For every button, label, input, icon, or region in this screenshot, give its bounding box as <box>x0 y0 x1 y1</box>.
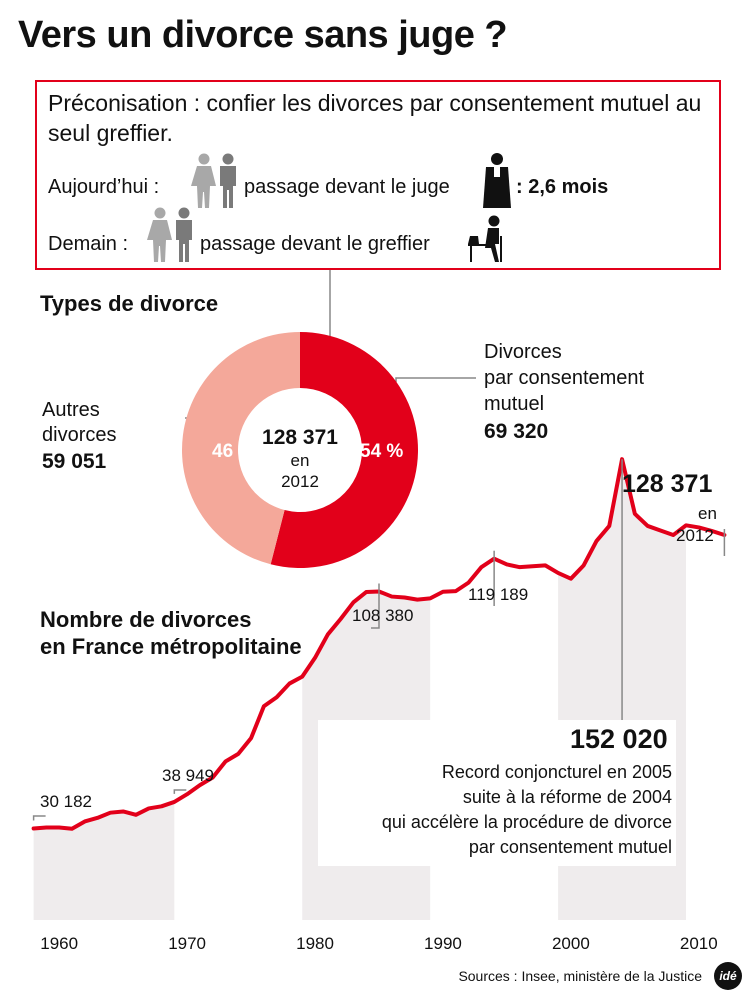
line-title-line2: en France métropolitaine <box>40 634 302 659</box>
annot-1969: 38 949 <box>162 766 214 785</box>
annot-2004-note-line4: par consentement mutuel <box>468 837 672 857</box>
annot-2012-value: 128 371 <box>622 470 713 498</box>
recommendation-text: Préconisation : confier les divorces par… <box>48 90 702 146</box>
line-title-line1: Nombre de divorces <box>40 607 252 632</box>
pie-slice-autres <box>182 332 300 565</box>
annot-2004-note-line3: qui accélère la procédure de divorce <box>381 812 672 832</box>
pie-center-sub1: en <box>291 451 310 470</box>
leader-1958 <box>32 815 46 821</box>
annot-1994: 119 189 <box>468 585 529 604</box>
x-tick-label-1960: 1960 <box>40 934 78 953</box>
consent-label-line3: mutuel <box>484 393 545 415</box>
leader-1985 <box>371 583 380 629</box>
clerk-at-desk-icon <box>468 215 502 262</box>
consent-label-line1: Divorces <box>484 341 562 363</box>
pie-center-value: 128 371 <box>262 426 338 449</box>
x-tick-label-2000: 2000 <box>552 934 590 953</box>
today-label: Aujourd’hui : <box>48 176 160 198</box>
pie-percent-autres: 46 % <box>212 441 255 462</box>
pie-title: Types de divorce <box>40 291 219 316</box>
x-tick-label-1980: 1980 <box>296 934 334 953</box>
pie-center-sub2: 2012 <box>281 472 319 491</box>
couple-icon <box>191 153 236 208</box>
annot-2012-sub1: en <box>698 504 717 523</box>
source-note: Sources : Insee, ministère de la Justice <box>458 968 702 984</box>
consent-label-line2: par consentement <box>484 367 645 389</box>
pie-slice-consent <box>270 332 419 568</box>
today-text: passage devant le juge <box>244 176 450 198</box>
autres-label-line2: divorces <box>42 424 117 446</box>
annot-1958: 30 182 <box>40 792 92 811</box>
annot-2004-note-line2: suite à la réforme de 2004 <box>462 787 672 807</box>
x-tick-label-1970: 1970 <box>168 934 206 953</box>
consent-value: 69 320 <box>484 420 549 443</box>
consent-leader-line <box>395 377 476 382</box>
tomorrow-text: passage devant le greffier <box>200 233 430 255</box>
judge-icon <box>483 153 511 208</box>
autres-label-line1: Autres <box>42 399 100 421</box>
shaded-band-0 <box>33 801 175 920</box>
couple-icon <box>147 207 192 262</box>
today-duration: : 2,6 mois <box>516 176 609 198</box>
annot-2012-sub2: 2012 <box>676 526 714 545</box>
autres-value: 59 051 <box>42 450 107 473</box>
annot-2004-value: 152 020 <box>570 724 668 754</box>
ide-logo: idé <box>714 962 742 990</box>
x-tick-label-2010: 2010 <box>680 934 718 953</box>
record-note-box <box>318 720 676 866</box>
tomorrow-label: Demain : <box>48 233 129 255</box>
donut-chart: 46 % 54 % 128 371 en 2012 <box>182 332 419 568</box>
annot-2004-note-line1: Record conjoncturel en 2005 <box>441 762 672 782</box>
recommendation-box <box>35 80 721 270</box>
leader-1969 <box>173 789 187 794</box>
x-tick-label-1990: 1990 <box>424 934 462 953</box>
pie-percent-consent: 54 % <box>360 441 403 462</box>
annot-1985: 108 380 <box>352 606 414 625</box>
page-title: Vers un divorce sans juge ? <box>18 14 508 56</box>
